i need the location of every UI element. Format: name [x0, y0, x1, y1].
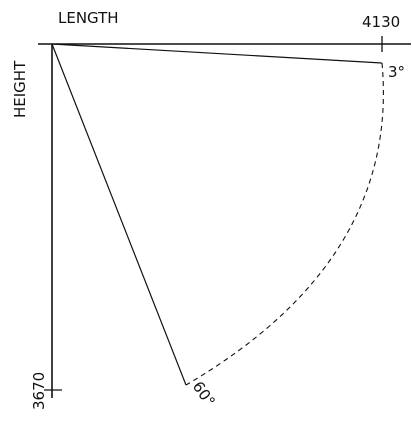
height-max-label: 3670 [30, 372, 48, 410]
angle-3-label: 3° [388, 63, 405, 81]
length-axis-label: LENGTH [58, 9, 119, 27]
sweep-arc-dashed [185, 62, 384, 386]
angle-60-line [51, 43, 187, 386]
angle-60-label: 60° [189, 378, 219, 410]
length-max-label: 4130 [362, 13, 400, 31]
angle-3-line [51, 43, 383, 64]
height-axis-label: HEIGHT [11, 60, 29, 118]
